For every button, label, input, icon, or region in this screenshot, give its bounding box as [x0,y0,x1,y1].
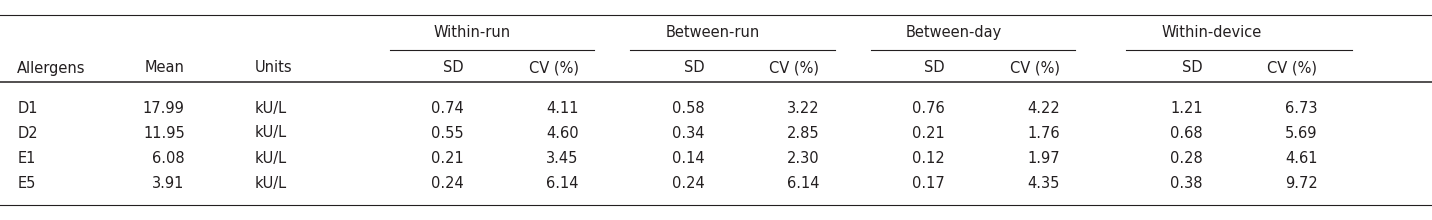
Text: 0.24: 0.24 [431,176,464,191]
Text: CV (%): CV (%) [1010,61,1060,75]
Text: SD: SD [684,61,705,75]
Text: E1: E1 [17,150,36,165]
Text: 0.68: 0.68 [1170,125,1203,141]
Text: 3.22: 3.22 [786,101,819,116]
Text: 0.28: 0.28 [1170,150,1203,165]
Text: SD: SD [444,61,464,75]
Text: CV (%): CV (%) [769,61,819,75]
Text: CV (%): CV (%) [1267,61,1317,75]
Text: 6.08: 6.08 [152,150,185,165]
Text: 4.35: 4.35 [1027,176,1060,191]
Text: Allergens: Allergens [17,61,86,75]
Text: kU/L: kU/L [255,150,286,165]
Text: 4.61: 4.61 [1285,150,1317,165]
Text: 17.99: 17.99 [143,101,185,116]
Text: Between-day: Between-day [905,24,1002,40]
Text: CV (%): CV (%) [528,61,579,75]
Text: 4.22: 4.22 [1027,101,1060,116]
Text: 0.17: 0.17 [912,176,945,191]
Text: SD: SD [925,61,945,75]
Text: 11.95: 11.95 [143,125,185,141]
Text: Units: Units [255,61,292,75]
Text: 5.69: 5.69 [1285,125,1317,141]
Text: 4.11: 4.11 [546,101,579,116]
Text: Within-device: Within-device [1161,24,1262,40]
Text: 1.97: 1.97 [1027,150,1060,165]
Text: 1.76: 1.76 [1027,125,1060,141]
Text: kU/L: kU/L [255,125,286,141]
Text: 2.30: 2.30 [786,150,819,165]
Text: 0.21: 0.21 [912,125,945,141]
Text: 0.24: 0.24 [672,176,705,191]
Text: 0.21: 0.21 [431,150,464,165]
Text: 0.14: 0.14 [672,150,705,165]
Text: 0.74: 0.74 [431,101,464,116]
Text: Within-run: Within-run [434,24,511,40]
Text: 0.34: 0.34 [672,125,705,141]
Text: SD: SD [1183,61,1203,75]
Text: Between-run: Between-run [666,24,760,40]
Text: 6.73: 6.73 [1285,101,1317,116]
Text: D1: D1 [17,101,37,116]
Text: 4.60: 4.60 [546,125,579,141]
Text: 0.58: 0.58 [672,101,705,116]
Text: kU/L: kU/L [255,101,286,116]
Text: 0.12: 0.12 [912,150,945,165]
Text: 3.91: 3.91 [152,176,185,191]
Text: kU/L: kU/L [255,176,286,191]
Text: 0.76: 0.76 [912,101,945,116]
Text: 0.55: 0.55 [431,125,464,141]
Text: 9.72: 9.72 [1285,176,1317,191]
Text: D2: D2 [17,125,37,141]
Text: Mean: Mean [145,61,185,75]
Text: 2.85: 2.85 [786,125,819,141]
Text: 3.45: 3.45 [546,150,579,165]
Text: E5: E5 [17,176,36,191]
Text: 0.38: 0.38 [1170,176,1203,191]
Text: 6.14: 6.14 [546,176,579,191]
Text: 1.21: 1.21 [1170,101,1203,116]
Text: 6.14: 6.14 [786,176,819,191]
